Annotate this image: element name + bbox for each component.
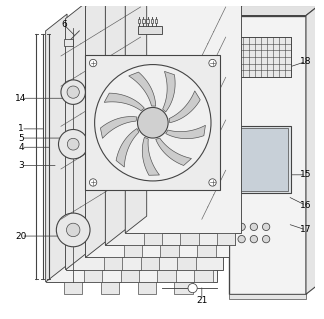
Polygon shape bbox=[104, 93, 145, 111]
Circle shape bbox=[262, 223, 270, 231]
Text: 14: 14 bbox=[16, 94, 27, 103]
Polygon shape bbox=[46, 31, 217, 282]
Polygon shape bbox=[129, 72, 156, 106]
Polygon shape bbox=[163, 71, 175, 112]
Text: 7: 7 bbox=[119, 11, 125, 20]
Polygon shape bbox=[64, 282, 82, 294]
Bar bbox=[229, 16, 306, 294]
Polygon shape bbox=[306, 5, 319, 294]
Polygon shape bbox=[121, 270, 139, 282]
Polygon shape bbox=[156, 138, 191, 166]
Circle shape bbox=[209, 179, 216, 186]
Circle shape bbox=[59, 130, 88, 159]
Polygon shape bbox=[86, 0, 107, 257]
Polygon shape bbox=[46, 14, 67, 282]
Polygon shape bbox=[169, 91, 200, 123]
Polygon shape bbox=[217, 233, 236, 245]
Circle shape bbox=[137, 108, 168, 138]
Polygon shape bbox=[86, 56, 220, 190]
Polygon shape bbox=[142, 137, 159, 175]
Text: 1: 1 bbox=[18, 124, 24, 133]
Text: 18: 18 bbox=[300, 57, 312, 66]
Circle shape bbox=[67, 86, 79, 98]
Polygon shape bbox=[116, 129, 139, 167]
Text: 16: 16 bbox=[300, 201, 312, 210]
Polygon shape bbox=[84, 270, 102, 282]
Text: 21: 21 bbox=[196, 296, 207, 305]
Text: 20: 20 bbox=[16, 232, 27, 241]
Polygon shape bbox=[137, 282, 156, 294]
Polygon shape bbox=[160, 245, 179, 257]
Polygon shape bbox=[180, 233, 199, 245]
Circle shape bbox=[238, 223, 245, 231]
Text: 3: 3 bbox=[18, 161, 24, 170]
Polygon shape bbox=[101, 282, 119, 294]
Polygon shape bbox=[124, 245, 142, 257]
Bar bbox=[229, 294, 306, 299]
Circle shape bbox=[238, 235, 245, 243]
Polygon shape bbox=[86, 6, 229, 257]
Text: 6: 6 bbox=[61, 20, 67, 29]
Polygon shape bbox=[174, 282, 193, 294]
Bar bbox=[142, 19, 145, 23]
Polygon shape bbox=[197, 245, 215, 257]
Polygon shape bbox=[141, 257, 159, 270]
Circle shape bbox=[67, 138, 79, 150]
Text: 4: 4 bbox=[18, 143, 24, 152]
Polygon shape bbox=[144, 233, 162, 245]
Bar bbox=[137, 26, 162, 34]
Circle shape bbox=[209, 59, 216, 67]
Bar bbox=[239, 128, 288, 191]
Circle shape bbox=[89, 179, 97, 186]
Bar bbox=[146, 19, 149, 23]
Bar bbox=[237, 126, 291, 193]
Bar bbox=[151, 19, 153, 23]
Polygon shape bbox=[177, 257, 196, 270]
Polygon shape bbox=[157, 270, 176, 282]
Polygon shape bbox=[125, 0, 241, 233]
Polygon shape bbox=[125, 0, 147, 233]
Polygon shape bbox=[100, 116, 137, 138]
Polygon shape bbox=[104, 257, 122, 270]
Bar bbox=[138, 19, 140, 23]
Text: 17: 17 bbox=[300, 226, 312, 234]
Circle shape bbox=[66, 223, 80, 237]
Bar bbox=[237, 37, 291, 77]
Polygon shape bbox=[229, 5, 319, 16]
Polygon shape bbox=[65, 19, 223, 270]
Polygon shape bbox=[105, 0, 235, 245]
Bar bbox=[64, 39, 73, 46]
Circle shape bbox=[188, 284, 197, 293]
Circle shape bbox=[56, 213, 90, 247]
Circle shape bbox=[250, 223, 258, 231]
Polygon shape bbox=[65, 2, 87, 270]
Circle shape bbox=[250, 235, 258, 243]
Circle shape bbox=[262, 235, 270, 243]
Circle shape bbox=[95, 64, 211, 181]
Bar bbox=[155, 19, 157, 23]
Circle shape bbox=[61, 80, 86, 104]
Polygon shape bbox=[105, 0, 127, 245]
Circle shape bbox=[89, 59, 97, 67]
Polygon shape bbox=[166, 125, 205, 139]
Text: 15: 15 bbox=[300, 170, 312, 179]
Polygon shape bbox=[194, 270, 213, 282]
Text: 5: 5 bbox=[18, 134, 24, 143]
